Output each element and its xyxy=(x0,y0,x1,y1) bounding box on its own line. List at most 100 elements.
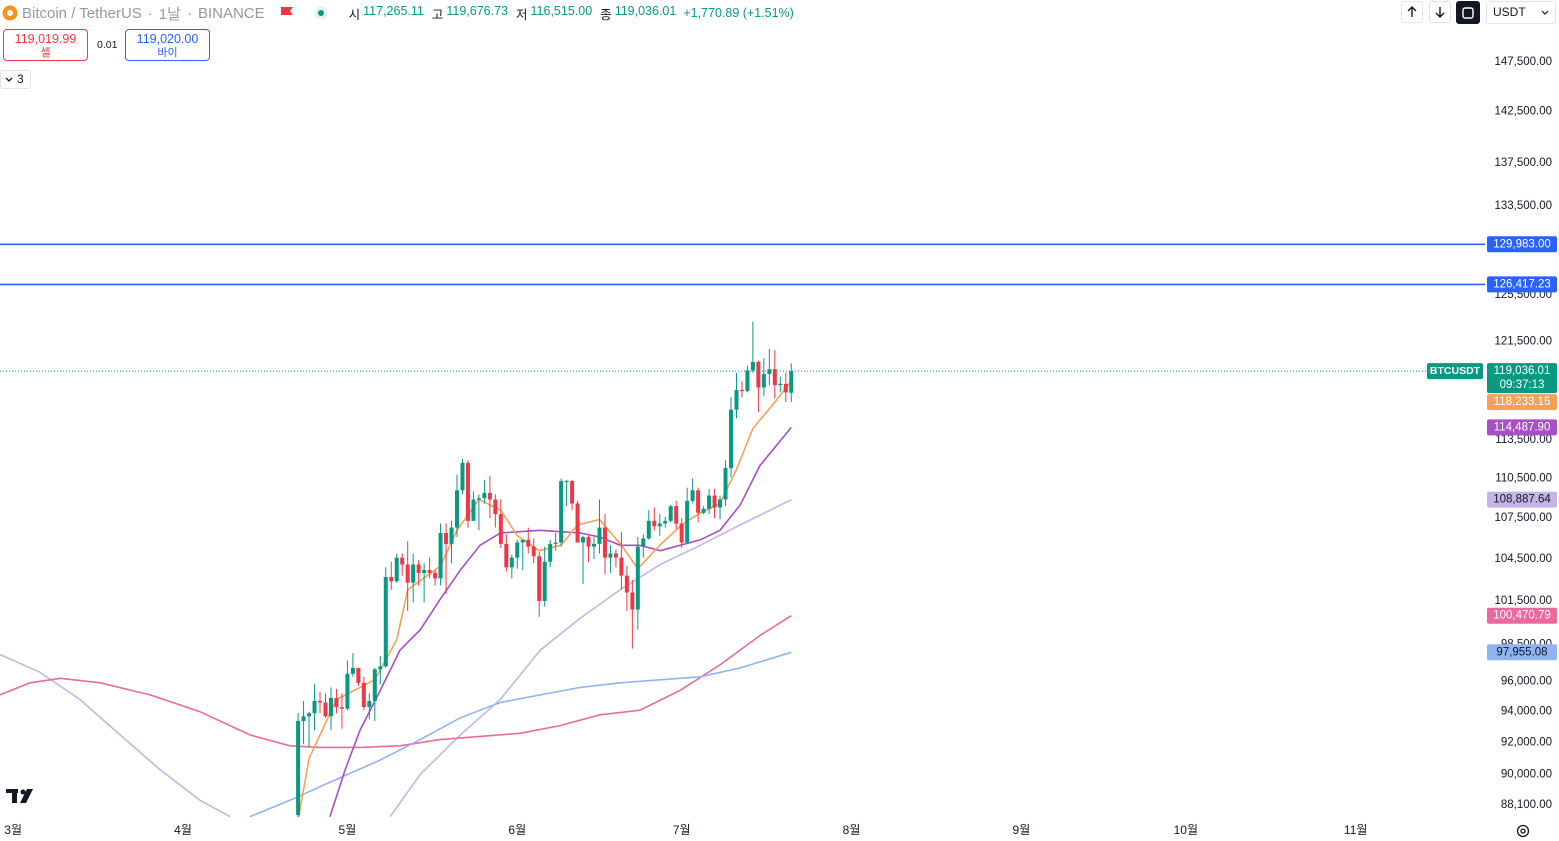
candle-body xyxy=(690,490,695,501)
candle-body xyxy=(367,700,372,708)
candle-body xyxy=(723,468,728,500)
x-tick-label: 10월 xyxy=(1174,823,1198,837)
candle-body xyxy=(465,462,470,521)
plot-area xyxy=(0,243,1485,817)
candle-body xyxy=(783,383,788,393)
y-tick-label: 110,500.00 xyxy=(1495,472,1552,484)
candle-body xyxy=(635,546,640,610)
candle-body xyxy=(405,564,410,583)
y-tick-label: 88,100.00 xyxy=(1501,799,1552,811)
candle-body xyxy=(652,520,657,527)
candle-body xyxy=(597,527,602,544)
y-tick-label: 107,500.00 xyxy=(1494,512,1552,524)
buy-button[interactable]: 119,020.00 바이 xyxy=(125,29,210,61)
y-tick-label: 133,500.00 xyxy=(1494,200,1552,212)
y-tick-label: 121,500.00 xyxy=(1494,336,1552,348)
ohlc: 시 117,265.11 고 119,676.73 저 116,515.00 종 119,03… xyxy=(341,4,677,23)
candle-body xyxy=(400,557,405,565)
candle-body xyxy=(553,542,558,544)
x-tick-label: 11월 xyxy=(1344,823,1368,837)
candle-body xyxy=(361,682,366,708)
candle-body xyxy=(389,577,394,582)
candle-body xyxy=(772,369,777,386)
up-button[interactable] xyxy=(1401,1,1423,23)
candle-body xyxy=(750,361,755,371)
x-tick-label: 5월 xyxy=(339,823,357,837)
candle-body xyxy=(564,481,569,483)
fullscreen-button[interactable] xyxy=(1456,1,1480,24)
x-tick-label: 4월 xyxy=(174,823,192,837)
candle-body xyxy=(526,539,531,547)
y-tick-label: 104,500.00 xyxy=(1494,553,1552,565)
candle-body xyxy=(520,539,525,543)
chevron xyxy=(1541,10,1549,15)
symbol-tag-label: BTCUSDT xyxy=(1430,365,1481,377)
candle-body xyxy=(619,557,624,576)
interval[interactable]: 1날 xyxy=(158,5,181,23)
down-button[interactable] xyxy=(1429,1,1451,23)
symbol[interactable]: Bitcoin / TetherUS xyxy=(22,4,142,22)
ohlc-value: 117,265.11 xyxy=(363,3,424,18)
candle-body xyxy=(718,499,723,508)
sell-button[interactable]: 119,019.99 셀 xyxy=(3,29,88,61)
price-badge xyxy=(1487,276,1557,293)
candle-body xyxy=(586,537,591,547)
candle-body xyxy=(449,527,454,544)
currency-select[interactable]: USDT xyxy=(1486,1,1556,24)
settings-icon[interactable] xyxy=(1516,824,1530,838)
x-tick-label: 8월 xyxy=(843,823,861,837)
candle-body xyxy=(356,667,361,683)
flag-icon[interactable] xyxy=(271,3,301,23)
candle-body xyxy=(745,370,750,392)
price-badge xyxy=(1487,491,1557,508)
candle-body xyxy=(444,533,449,544)
price-badge-label: 97,955.08 xyxy=(1496,646,1547,658)
price-badge-label: 118,233.15 xyxy=(1494,396,1551,408)
candle-body xyxy=(509,557,514,568)
candle-body xyxy=(372,669,377,701)
candle-body xyxy=(537,556,542,601)
tv-logo xyxy=(6,789,33,803)
price-badge-label: 108,887.64 xyxy=(1493,494,1551,506)
candle-body xyxy=(767,369,772,375)
price-badge xyxy=(1487,419,1557,436)
price-badge-label: 129,983.00 xyxy=(1493,238,1551,250)
candle-body xyxy=(734,389,739,410)
candle-body xyxy=(739,389,744,392)
candle-body xyxy=(701,508,706,513)
candle-body xyxy=(307,713,312,717)
candle-body xyxy=(761,374,766,388)
symbol-header: Bitcoin / TetherUS · 1날 · BINANCE 시 117,2… xyxy=(0,3,794,23)
ohlc-label: 시 xyxy=(348,7,361,22)
candle-body xyxy=(339,707,344,709)
price-axis: 147,500.00 142,500.00 137,500.00 133,500.00… xyxy=(4,56,1557,837)
price-badge xyxy=(1487,644,1557,661)
candle-body xyxy=(756,361,761,388)
candle-body xyxy=(679,523,684,543)
candle-body xyxy=(641,538,646,547)
status-icon xyxy=(314,6,328,20)
x-tick-label: 7월 xyxy=(673,823,691,837)
candle-body xyxy=(548,543,553,562)
candle-body xyxy=(674,506,679,524)
price-badge xyxy=(1487,363,1557,394)
ohlc-value: 116,515.00 xyxy=(530,3,593,18)
candle-body xyxy=(515,542,520,558)
ohlc-label: 고 xyxy=(431,7,444,22)
candle-body xyxy=(663,520,668,524)
candle-body xyxy=(696,490,701,513)
candle-body xyxy=(471,499,476,521)
exchange: BINANCE xyxy=(197,4,265,22)
candle-body xyxy=(559,481,564,543)
price-badge-label: 100,470.79 xyxy=(1493,610,1551,622)
price-badge xyxy=(1487,607,1557,624)
candle-body xyxy=(493,499,498,515)
candle-body xyxy=(312,700,317,714)
candle-body xyxy=(416,564,421,573)
separator: · xyxy=(186,4,192,22)
y-tick-label: 137,500.00 xyxy=(1494,157,1552,169)
indicators-toggle[interactable]: 3 xyxy=(0,70,31,89)
candle-body xyxy=(476,498,481,500)
